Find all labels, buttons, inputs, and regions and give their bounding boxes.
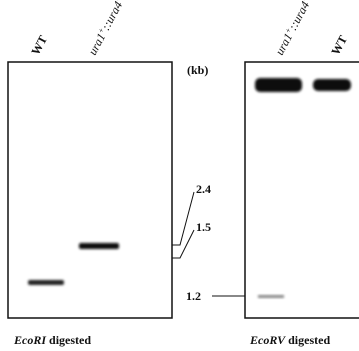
band <box>258 295 284 298</box>
figure: 2.4 1.5 1.2 (kb) WT ura1+::ura4+ ura1+::… <box>0 0 359 351</box>
caption-suffix: digested <box>49 333 91 347</box>
marker-label: 2.4 <box>196 182 211 196</box>
gene: ura1 <box>272 31 295 58</box>
enzyme: EcoRI <box>13 333 47 347</box>
gel-left <box>8 62 172 318</box>
enzyme: EcoRV <box>249 333 286 347</box>
unit-label: (kb) <box>187 63 208 77</box>
caption: EcoRV digested <box>249 333 330 347</box>
lane-label: ura1+::ura4+ <box>85 0 127 57</box>
gene: ura1 <box>85 31 108 58</box>
lane-label: ura1+::ura4+ <box>272 0 314 57</box>
lane-label: WT <box>328 33 350 57</box>
marker-label: 1.2 <box>186 289 201 303</box>
marker-label: 1.5 <box>196 220 211 234</box>
gel-right <box>245 62 359 318</box>
caption: EcoRI digested <box>13 333 91 347</box>
band <box>313 79 351 91</box>
gene: ::ura4 <box>285 0 312 33</box>
band <box>28 280 64 285</box>
caption-suffix: digested <box>288 333 330 347</box>
page: 2.4 1.5 1.2 (kb) WT ura1+::ura4+ ura1+::… <box>0 0 359 351</box>
band <box>255 78 302 92</box>
gene: ::ura4 <box>98 0 125 33</box>
lane-label: WT <box>28 33 50 57</box>
band <box>79 243 119 249</box>
